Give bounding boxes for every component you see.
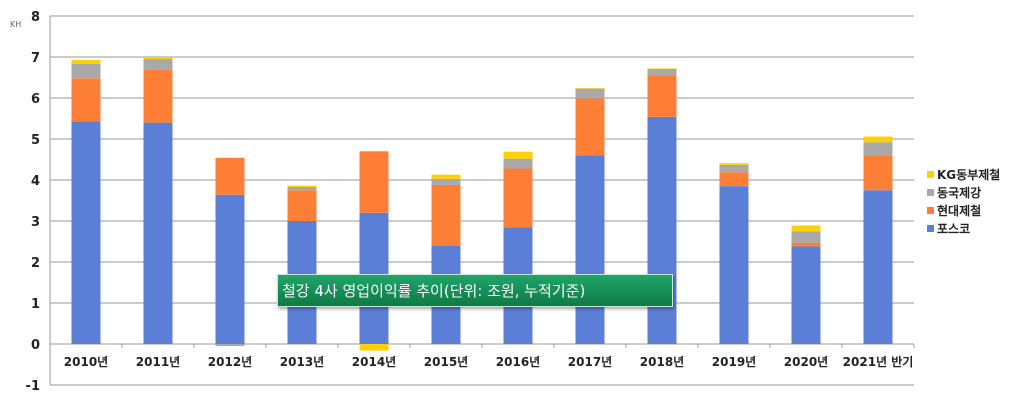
bar-segment — [215, 344, 245, 347]
legend-swatch — [927, 224, 934, 232]
x-tick-label: 2016년 — [496, 355, 540, 369]
y-tick-label: 0 — [31, 338, 40, 353]
bar-segment — [863, 155, 893, 191]
bar-segment — [143, 122, 173, 344]
legend-swatch — [927, 170, 934, 178]
x-tick-label: 2018년 — [640, 355, 684, 369]
x-tick-label: 2011년 — [136, 355, 180, 369]
legend-label: 현대제철 — [937, 203, 982, 218]
bar-segment — [575, 98, 605, 156]
bar-segment — [431, 184, 461, 246]
bar-segment — [791, 246, 821, 344]
bar-segment — [71, 78, 101, 122]
y-tick-label: 8 — [31, 10, 40, 25]
bar-segment — [719, 186, 749, 344]
bar-segment — [143, 59, 173, 70]
bar-segment — [215, 194, 245, 344]
y-tick-label: 6 — [31, 92, 40, 107]
unit-label: KH — [10, 20, 22, 29]
x-tick-label: 2020년 — [784, 355, 828, 369]
y-tick-label: 5 — [31, 133, 40, 148]
bar-segment — [431, 174, 461, 179]
bar-segment — [287, 185, 317, 187]
legend-item: 현대제철 — [927, 201, 1000, 219]
bar-segment — [71, 121, 101, 345]
legend-label: 동국제강 — [937, 185, 982, 200]
bar-segment — [359, 151, 389, 213]
x-tick-label: 2014년 — [352, 355, 396, 369]
y-tick-label: 1 — [31, 297, 40, 312]
x-tick-label: 2010년 — [64, 355, 108, 369]
bar-segment — [647, 116, 677, 344]
bar-segment — [575, 88, 605, 89]
bar-segment — [719, 172, 749, 187]
y-tick-label: -1 — [26, 379, 40, 394]
bar-segment — [503, 158, 533, 169]
bar-segment — [863, 136, 893, 143]
y-tick-label: 7 — [31, 51, 40, 66]
bar-segment — [575, 88, 605, 99]
legend-item: KG동부제철 — [927, 165, 1000, 183]
bar-segment — [863, 190, 893, 344]
bar-segment — [71, 63, 101, 79]
x-tick-label: 2019년 — [712, 355, 756, 369]
bar-segment — [143, 57, 173, 60]
x-tick-label: 2015년 — [424, 355, 468, 369]
y-tick-label: 2 — [31, 256, 40, 271]
bar-segment — [791, 225, 821, 232]
bar-segment — [575, 155, 605, 344]
bar-segment — [215, 157, 245, 195]
y-tick-label: 3 — [31, 215, 40, 230]
legend-label: KG동부제철 — [937, 167, 1001, 182]
bar-segment — [503, 168, 533, 228]
bar-segment — [287, 186, 317, 191]
legend-label: 포스코 — [937, 221, 971, 236]
legend-swatch — [927, 206, 934, 214]
x-tick-label: 2017년 — [568, 355, 612, 369]
bar-segment — [719, 164, 749, 173]
legend-item: 포스코 — [927, 219, 1000, 237]
bar-segment — [503, 151, 533, 159]
x-tick-label: 2012년 — [208, 355, 252, 369]
bar-segment — [863, 142, 893, 156]
bar-segment — [143, 69, 173, 123]
chart-title: 철강 4사 영업이익률 추이(단위: 조원, 누적기준) — [277, 274, 673, 307]
bar-segment — [647, 68, 677, 76]
x-tick-label: 2013년 — [280, 355, 324, 369]
legend-item: 동국제강 — [927, 183, 1000, 201]
bar-segment — [719, 163, 749, 165]
bar-segment — [791, 231, 821, 243]
bar-segment — [71, 59, 101, 64]
bar-segment — [359, 344, 389, 351]
bar-segment — [431, 178, 461, 185]
y-tick-label: 4 — [31, 174, 40, 189]
bar-segment — [287, 190, 317, 221]
legend-swatch — [927, 188, 934, 196]
bar-segment — [647, 68, 677, 69]
bar-segment — [647, 75, 677, 117]
bar-segment — [791, 242, 821, 247]
x-tick-label: 2021년 반기 — [843, 354, 914, 369]
